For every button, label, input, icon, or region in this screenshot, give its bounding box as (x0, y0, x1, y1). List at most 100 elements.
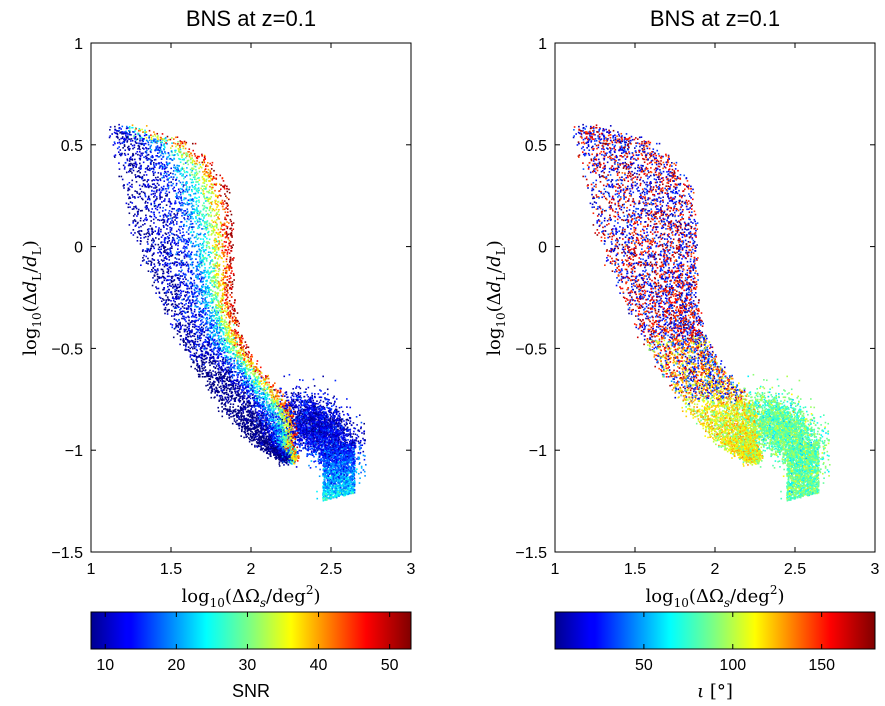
scatter-point (291, 460, 293, 463)
scatter-point (243, 374, 246, 377)
scatter-point (186, 189, 189, 192)
scatter-point (184, 342, 187, 344)
scatter-point (199, 260, 201, 263)
scatter-point (344, 438, 347, 440)
scatter-point (245, 380, 248, 383)
scatter-point (352, 433, 355, 435)
scatter-point (341, 476, 344, 478)
scatter-point (328, 438, 330, 440)
scatter-point (217, 249, 220, 251)
scatter-point (232, 324, 235, 326)
scatter-point (266, 446, 269, 449)
scatter-point (296, 436, 299, 439)
scatter-point (317, 403, 319, 405)
scatter-point (121, 132, 123, 135)
scatter-point (191, 184, 193, 187)
scatter-point (259, 366, 262, 369)
scatter-point (307, 422, 309, 425)
scatter-point (126, 183, 129, 186)
scatter-point (181, 158, 184, 161)
scatter-point (157, 162, 159, 165)
scatter-point (195, 181, 197, 183)
scatter-point (174, 244, 177, 246)
scatter-point (207, 215, 210, 217)
scatter-point (113, 155, 116, 157)
scatter-point (256, 383, 259, 386)
scatter-point (217, 384, 219, 386)
scatter-point (121, 178, 124, 181)
scatter-point (147, 153, 150, 156)
scatter-point (166, 224, 169, 227)
scatter-point (179, 328, 182, 330)
scatter-point (181, 141, 184, 143)
scatter-point (338, 444, 340, 447)
scatter-point (154, 207, 157, 210)
scatter-point (324, 483, 327, 485)
scatter-point (203, 187, 205, 190)
scatter-point (222, 229, 224, 231)
scatter-point (280, 387, 282, 390)
scatter-point (208, 329, 211, 332)
scatter-point (157, 251, 159, 254)
scatter-point (296, 451, 298, 454)
scatter-point (230, 360, 232, 362)
scatter-point (185, 278, 187, 281)
scatter-point (214, 194, 217, 196)
scatter-point (128, 169, 131, 172)
scatter-point (153, 183, 155, 185)
scatter-point (175, 145, 177, 148)
scatter-point (253, 413, 255, 416)
scatter-point (321, 433, 324, 436)
scatter-point (241, 382, 243, 385)
scatter-point (218, 194, 221, 197)
scatter-point (157, 281, 159, 283)
scatter-point (340, 465, 342, 467)
scatter-point (156, 132, 159, 135)
scatter-point (185, 170, 188, 173)
scatter-point (311, 419, 313, 422)
scatter-point (263, 410, 266, 413)
scatter-point (205, 280, 207, 282)
scatter-point (232, 330, 234, 332)
scatter-point (233, 414, 236, 417)
scatter-point (185, 284, 188, 287)
scatter-point (322, 494, 324, 496)
scatter-point (151, 183, 154, 186)
scatter-point (173, 223, 175, 226)
scatter-point (313, 395, 316, 398)
scatter-point (277, 401, 279, 403)
scatter-point (336, 425, 339, 427)
scatter-point (249, 395, 251, 397)
scatter-point (211, 388, 214, 391)
scatter-point (231, 412, 234, 414)
scatter-point (183, 177, 185, 180)
scatter-point (288, 421, 291, 423)
scatter-point (328, 490, 331, 493)
scatter-point (193, 352, 196, 355)
scatter-point (254, 378, 256, 381)
scatter-point (198, 217, 201, 220)
scatter-point (191, 142, 194, 145)
scatter-point (345, 485, 347, 487)
scatter-point (228, 324, 230, 327)
scatter-point (199, 242, 201, 245)
scatter-point (281, 404, 284, 406)
scatter-point (198, 375, 201, 378)
scatter-point (184, 276, 186, 278)
scatter-point (208, 361, 210, 364)
scatter-point (158, 211, 161, 214)
scatter-point (240, 435, 243, 437)
scatter-point (334, 379, 337, 382)
scatter-point (171, 283, 174, 286)
scatter-point (206, 321, 209, 323)
scatter-point (139, 154, 141, 157)
scatter-point (301, 426, 304, 429)
scatter-point (243, 415, 246, 417)
scatter-point (222, 384, 224, 387)
scatter-point (330, 483, 332, 486)
scatter-point (243, 360, 246, 362)
scatter-point (358, 448, 361, 451)
scatter-point (176, 136, 179, 138)
scatter-point (153, 204, 156, 207)
scatter-point (239, 351, 242, 354)
